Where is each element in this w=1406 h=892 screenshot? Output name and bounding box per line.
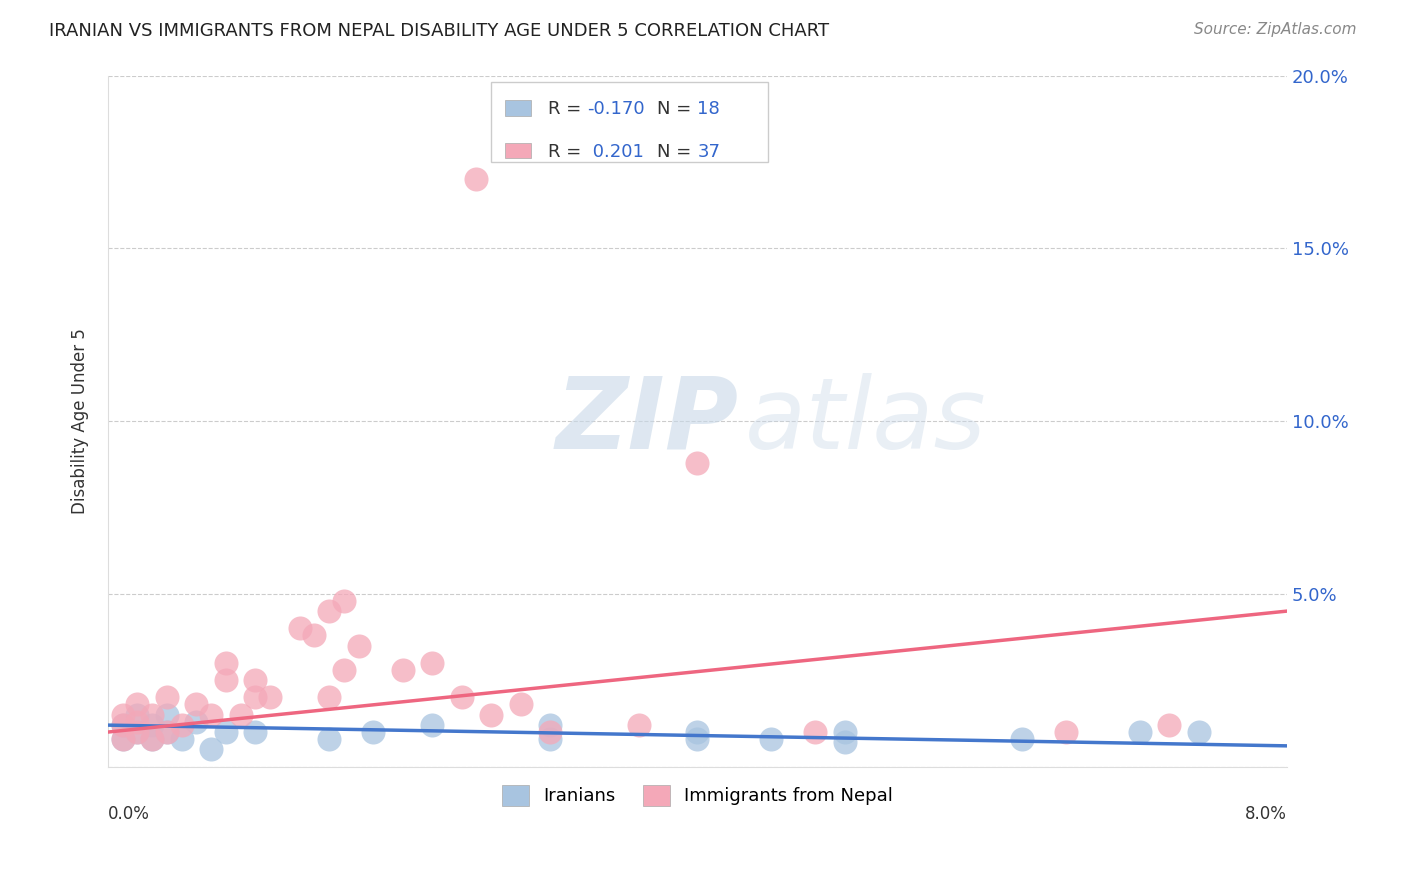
- Point: [215, 656, 238, 670]
- Point: [215, 725, 238, 739]
- Point: [538, 731, 561, 746]
- Point: [245, 725, 267, 739]
- Point: [450, 690, 472, 705]
- Point: [391, 663, 413, 677]
- Point: [420, 718, 443, 732]
- Point: [1157, 718, 1180, 732]
- Point: [170, 731, 193, 746]
- Point: [111, 707, 134, 722]
- Point: [111, 731, 134, 746]
- Point: [1187, 725, 1209, 739]
- Bar: [505, 144, 531, 159]
- Point: [318, 604, 340, 618]
- Point: [141, 731, 163, 746]
- Point: [538, 718, 561, 732]
- Point: [420, 656, 443, 670]
- Point: [141, 718, 163, 732]
- Point: [156, 690, 179, 705]
- Point: [834, 735, 856, 749]
- Point: [245, 673, 267, 688]
- Point: [333, 663, 356, 677]
- Point: [127, 725, 149, 739]
- Point: [1011, 731, 1033, 746]
- Bar: [505, 101, 531, 116]
- Point: [288, 621, 311, 635]
- Text: Source: ZipAtlas.com: Source: ZipAtlas.com: [1194, 22, 1357, 37]
- Point: [627, 718, 650, 732]
- Point: [465, 172, 488, 186]
- Point: [127, 707, 149, 722]
- Point: [686, 456, 709, 470]
- Point: [229, 707, 252, 722]
- Point: [1129, 725, 1152, 739]
- Point: [245, 690, 267, 705]
- Text: 37: 37: [697, 143, 720, 161]
- Point: [111, 731, 134, 746]
- Point: [156, 725, 179, 739]
- Text: ZIP: ZIP: [555, 373, 740, 469]
- Point: [127, 714, 149, 729]
- Text: N =: N =: [658, 100, 697, 118]
- Text: 0.0%: 0.0%: [108, 805, 150, 823]
- Point: [127, 698, 149, 712]
- Text: R =: R =: [548, 143, 586, 161]
- Text: atlas: atlas: [745, 373, 986, 469]
- Point: [111, 718, 134, 732]
- Point: [333, 593, 356, 607]
- Point: [686, 731, 709, 746]
- Text: R =: R =: [548, 100, 586, 118]
- Point: [759, 731, 782, 746]
- Text: 18: 18: [697, 100, 720, 118]
- Point: [318, 731, 340, 746]
- Text: -0.170: -0.170: [586, 100, 644, 118]
- Point: [156, 707, 179, 722]
- Point: [200, 707, 222, 722]
- Point: [304, 628, 326, 642]
- Point: [1054, 725, 1077, 739]
- Text: 0.201: 0.201: [586, 143, 644, 161]
- Point: [127, 725, 149, 739]
- Text: IRANIAN VS IMMIGRANTS FROM NEPAL DISABILITY AGE UNDER 5 CORRELATION CHART: IRANIAN VS IMMIGRANTS FROM NEPAL DISABIL…: [49, 22, 830, 40]
- Point: [509, 698, 531, 712]
- Point: [804, 725, 827, 739]
- Point: [834, 725, 856, 739]
- Point: [111, 718, 134, 732]
- Text: N =: N =: [658, 143, 697, 161]
- Point: [479, 707, 502, 722]
- Point: [186, 714, 208, 729]
- Point: [361, 725, 384, 739]
- Bar: [491, 82, 768, 162]
- Point: [318, 690, 340, 705]
- Point: [141, 707, 163, 722]
- Point: [186, 698, 208, 712]
- Point: [215, 673, 238, 688]
- Point: [347, 639, 370, 653]
- Point: [200, 742, 222, 756]
- Legend: Iranians, Immigrants from Nepal: Iranians, Immigrants from Nepal: [495, 778, 900, 813]
- Text: 8.0%: 8.0%: [1246, 805, 1286, 823]
- Point: [156, 725, 179, 739]
- Point: [170, 718, 193, 732]
- Y-axis label: Disability Age Under 5: Disability Age Under 5: [72, 328, 89, 514]
- Point: [538, 725, 561, 739]
- Point: [686, 725, 709, 739]
- Point: [259, 690, 281, 705]
- Point: [141, 731, 163, 746]
